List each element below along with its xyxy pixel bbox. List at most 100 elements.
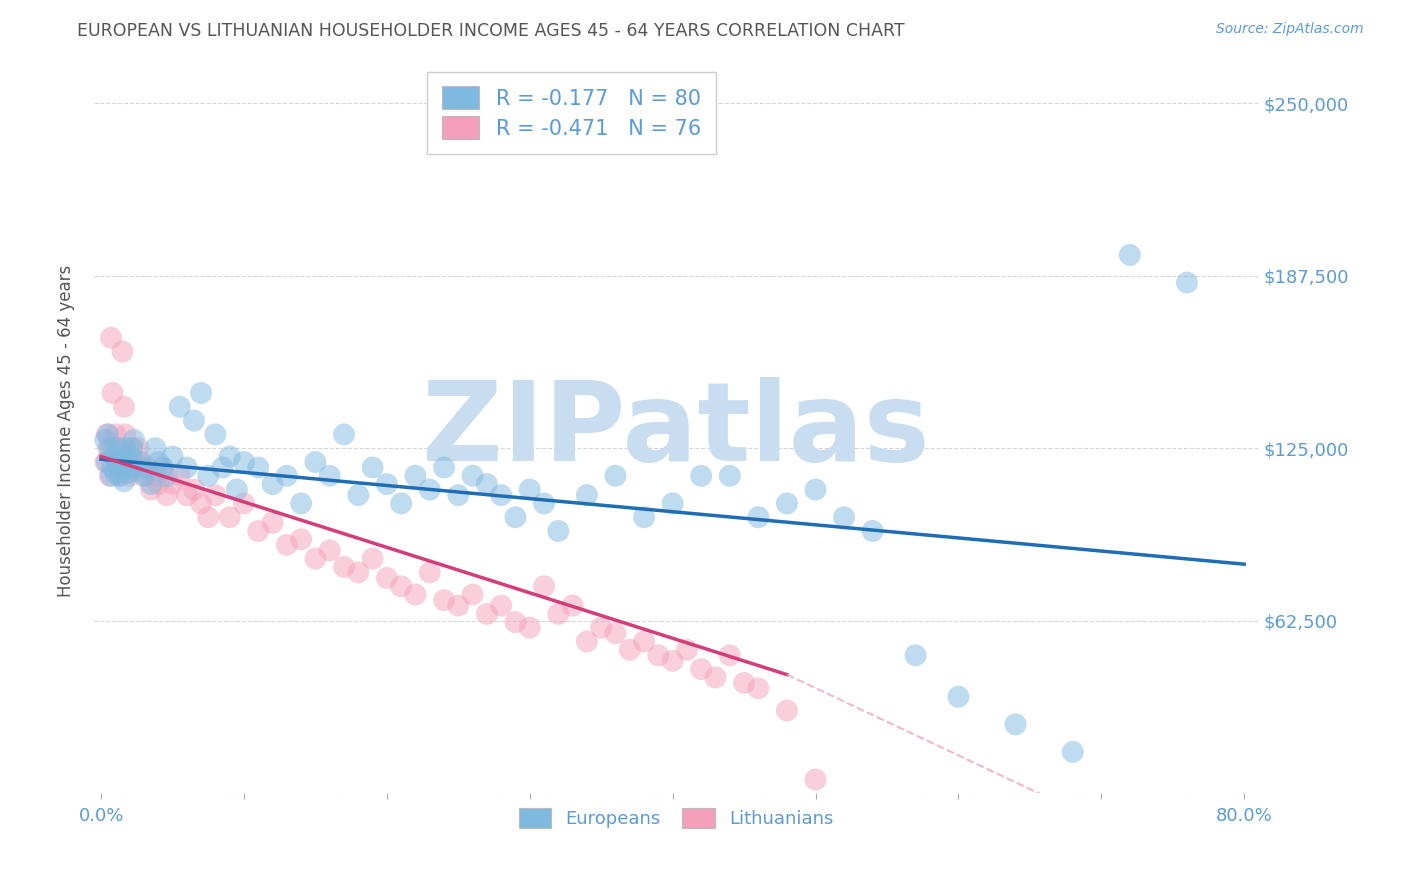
Point [162, 477, 184, 491]
Point [547, 524, 569, 538]
Point [375, 477, 398, 491]
Point [804, 483, 827, 497]
Point [547, 607, 569, 621]
Point [108, 468, 131, 483]
Point [176, 488, 198, 502]
Point [139, 483, 162, 497]
Point [97, 427, 120, 442]
Point [127, 441, 149, 455]
Point [318, 468, 340, 483]
Point [519, 483, 541, 497]
Point [475, 607, 498, 621]
Text: ZIPatlas: ZIPatlas [422, 377, 931, 484]
Point [262, 516, 284, 530]
Point [104, 466, 127, 480]
Point [148, 455, 170, 469]
Point [776, 704, 799, 718]
Point [1119, 248, 1142, 262]
Point [96, 427, 118, 442]
Point [718, 468, 741, 483]
Point [704, 670, 727, 684]
Point [475, 477, 498, 491]
Point [107, 441, 129, 455]
Point [904, 648, 927, 663]
Point [211, 460, 233, 475]
Y-axis label: Householder Income Ages 45 - 64 years: Householder Income Ages 45 - 64 years [58, 265, 75, 597]
Point [103, 450, 125, 464]
Point [333, 427, 356, 442]
Point [404, 588, 426, 602]
Point [347, 566, 370, 580]
Point [105, 455, 128, 469]
Point [115, 455, 138, 469]
Point [218, 510, 240, 524]
Point [103, 441, 125, 455]
Point [804, 772, 827, 787]
Point [605, 468, 627, 483]
Point [247, 524, 270, 538]
Point [347, 488, 370, 502]
Point [262, 477, 284, 491]
Point [139, 477, 162, 491]
Point [197, 510, 219, 524]
Point [505, 510, 527, 524]
Point [461, 468, 484, 483]
Point [676, 642, 699, 657]
Point [333, 560, 356, 574]
Point [747, 681, 769, 696]
Point [145, 441, 167, 455]
Point [156, 488, 179, 502]
Point [318, 543, 340, 558]
Text: EUROPEAN VS LITHUANIAN HOUSEHOLDER INCOME AGES 45 - 64 YEARS CORRELATION CHART: EUROPEAN VS LITHUANIAN HOUSEHOLDER INCOM… [77, 22, 905, 40]
Point [204, 427, 226, 442]
Point [304, 551, 326, 566]
Point [110, 450, 132, 464]
Point [461, 588, 484, 602]
Point [1004, 717, 1026, 731]
Point [519, 621, 541, 635]
Point [118, 468, 141, 483]
Point [433, 460, 456, 475]
Point [690, 468, 713, 483]
Point [183, 414, 205, 428]
Point [135, 460, 157, 475]
Point [661, 496, 683, 510]
Point [389, 496, 412, 510]
Point [111, 344, 134, 359]
Point [225, 483, 247, 497]
Point [121, 441, 143, 455]
Point [120, 450, 142, 464]
Point [97, 441, 120, 455]
Point [304, 455, 326, 469]
Point [118, 460, 141, 475]
Point [419, 483, 441, 497]
Point [276, 468, 298, 483]
Point [561, 599, 583, 613]
Point [489, 488, 512, 502]
Point [832, 510, 855, 524]
Point [290, 533, 312, 547]
Point [190, 386, 212, 401]
Point [124, 460, 146, 475]
Point [108, 468, 131, 483]
Point [101, 386, 124, 401]
Point [619, 642, 641, 657]
Point [233, 455, 256, 469]
Point [533, 496, 555, 510]
Point [204, 488, 226, 502]
Point [948, 690, 970, 704]
Point [112, 475, 135, 489]
Point [121, 441, 143, 455]
Point [117, 466, 139, 480]
Point [156, 468, 179, 483]
Point [135, 460, 157, 475]
Point [183, 483, 205, 497]
Point [489, 599, 512, 613]
Point [505, 615, 527, 629]
Legend: Europeans, Lithuanians: Europeans, Lithuanians [512, 801, 841, 835]
Point [132, 468, 155, 483]
Point [169, 400, 191, 414]
Point [111, 460, 134, 475]
Point [718, 648, 741, 663]
Point [533, 579, 555, 593]
